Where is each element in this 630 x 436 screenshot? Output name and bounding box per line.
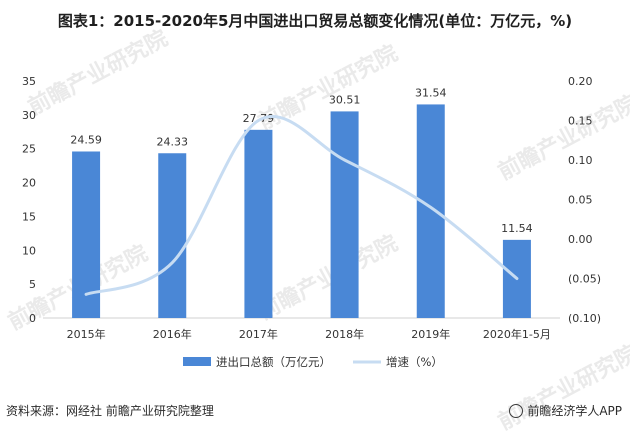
x-tick-label: 2020年1-5月 [483,327,551,341]
bar-data-label: 24.59 [70,133,102,146]
bar-data-label: 11.54 [501,222,533,235]
bar [72,151,101,318]
brand-logo-icon [509,403,524,418]
source-note: 资料来源：网经社 前瞻产业研究院整理 [6,404,214,418]
y-left-tick-label: 10 [22,244,36,257]
y-right-tick-label: 0.10 [568,154,593,167]
y-right-tick-label: 0.05 [568,194,593,207]
y-right-tick-label: 0.15 [568,115,593,128]
legend-bar-swatch [183,357,211,366]
bar-data-label: 30.51 [329,93,361,106]
x-tick-label: 2019年 [411,327,450,341]
bar [330,111,359,318]
legend-bar-label: 进出口总额（万亿元） [216,355,331,369]
y-left-tick-label: 35 [22,75,36,88]
y-left-tick-label: 0 [29,312,36,325]
y-left-tick-label: 5 [29,278,36,291]
chart-title: 图表1：2015-2020年5月中国进出口贸易总额变化情况(单位：万亿元，%) [57,12,573,30]
y-left-tick-label: 30 [22,109,36,122]
growth-line [84,115,519,296]
legend-line-label: 增速（%） [386,355,443,369]
x-tick-label: 2018年 [325,327,364,341]
y-right-tick-label: (0.10) [568,312,601,325]
y-right-tick-label: 0.20 [568,75,593,88]
bar-data-label: 24.33 [157,135,189,148]
bar [416,104,445,319]
bar-data-label: 31.54 [415,86,447,99]
bar [244,129,273,318]
bar-data-label: 27.79 [243,112,275,125]
y-left-tick-label: 20 [22,177,36,190]
x-tick-label: 2016年 [153,327,192,341]
x-tick-label: 2015年 [67,327,106,341]
y-right-tick-label: (0.05) [568,273,601,286]
x-tick-label: 2017年 [239,327,278,341]
y-left-tick-label: 25 [22,143,36,156]
brand-credit: 前瞻经济学人APP [509,402,622,419]
y-right-tick-label: 0.00 [568,233,593,246]
y-left-tick-label: 15 [22,210,36,223]
bar [158,153,187,318]
brand-text: 前瞻经济学人APP [527,404,622,418]
